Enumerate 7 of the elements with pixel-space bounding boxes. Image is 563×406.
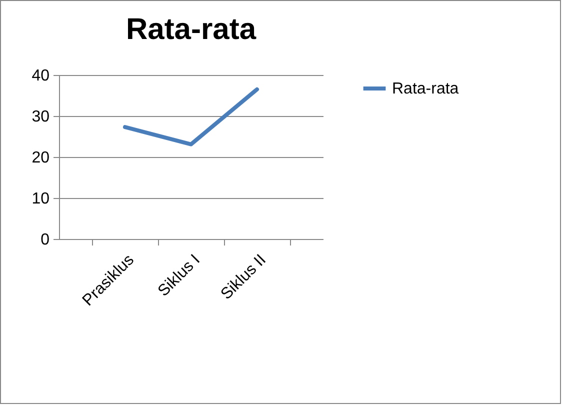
y-tick-label: 10 xyxy=(32,190,50,208)
chart-title: Rata-rata xyxy=(126,13,256,46)
y-tick-label: 20 xyxy=(32,150,50,166)
y-tick-label: 0 xyxy=(40,232,50,248)
y-tick-label: 40 xyxy=(32,68,50,84)
legend-label: Rata-rata xyxy=(392,80,459,98)
y-tick-label: 30 xyxy=(32,108,50,126)
